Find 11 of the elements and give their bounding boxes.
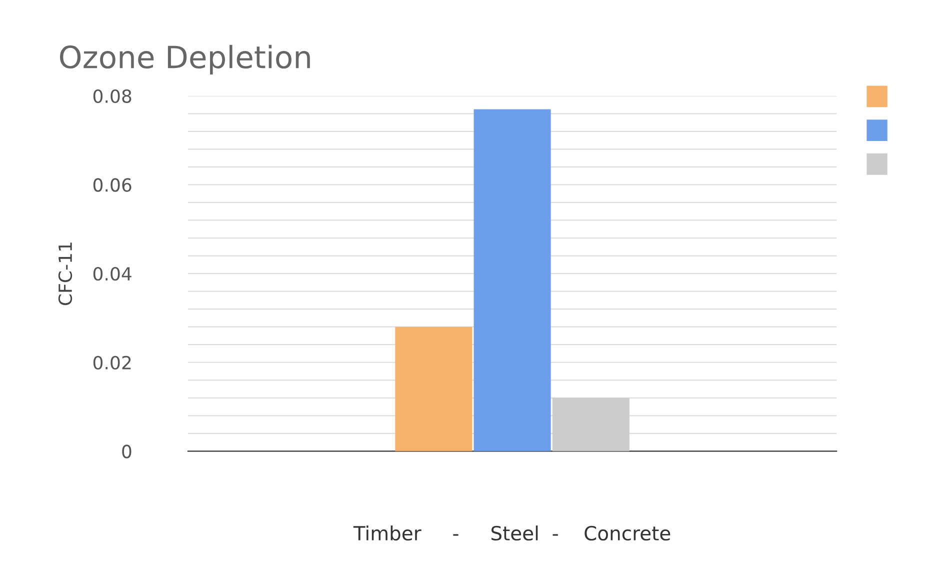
bar (474, 109, 551, 452)
y-tick-label: 0.02 (93, 356, 131, 370)
y-tick-label: 0.08 (93, 89, 132, 103)
chart-title: Ozone Depletion (60, 44, 310, 74)
y-tick-label: 0.04 (93, 267, 132, 281)
y-axis-title: CFC-11 (58, 242, 72, 306)
y-tick-label: 0 (122, 444, 132, 458)
x-axis-title: Timber - Steel - Concrete (353, 526, 670, 541)
bar (552, 398, 630, 452)
y-tick-label: 0.06 (93, 178, 132, 192)
bar (395, 326, 472, 452)
